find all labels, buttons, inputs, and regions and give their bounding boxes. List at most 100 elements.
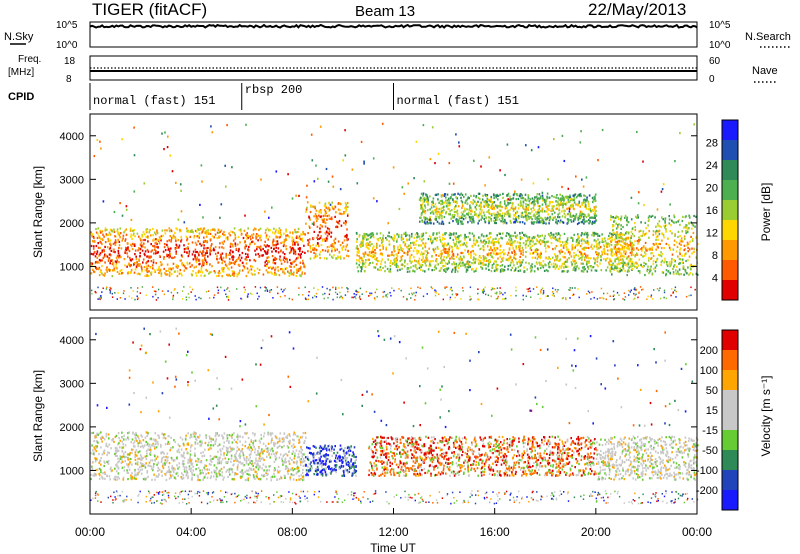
scatter-cell	[443, 255, 445, 259]
scatter-cell	[652, 259, 655, 262]
ground-noise-cell	[402, 296, 405, 298]
scatter-cell	[654, 231, 657, 234]
scatter-cell	[267, 260, 270, 263]
scatter-cell	[101, 272, 103, 275]
scatter-cell	[508, 215, 510, 218]
scatter-cell	[359, 266, 362, 269]
scatter-cell	[440, 222, 443, 225]
scatter-cell	[312, 205, 314, 208]
scatter-cell	[108, 257, 111, 260]
scatter-cell	[621, 237, 624, 241]
scatter-cell	[440, 255, 443, 258]
scatter-cell	[493, 212, 495, 215]
scatter-cell	[426, 250, 428, 253]
ground-noise-cell	[109, 290, 112, 292]
scatter-cell	[548, 204, 551, 207]
scatter-cell	[424, 198, 426, 201]
scatter-cell	[666, 264, 669, 267]
scatter-cell	[424, 270, 426, 273]
scatter-cell	[507, 209, 509, 212]
ground-noise-cell	[182, 298, 184, 300]
scatter-cell	[124, 264, 126, 267]
scatter-cell	[661, 232, 664, 235]
ground-noise-cell	[542, 293, 544, 295]
scatter-cell	[533, 221, 536, 224]
scatter-cell	[591, 222, 593, 225]
scatter-cell	[484, 256, 486, 259]
scatter-cell	[175, 227, 177, 230]
scatter-cell	[610, 232, 613, 236]
scatter-cell	[288, 265, 291, 268]
scatter-cell	[231, 243, 234, 246]
scatter-cell	[691, 273, 694, 276]
scatter-cell	[326, 239, 328, 242]
scatter-cell	[674, 234, 676, 237]
scatter-cell	[101, 265, 103, 268]
scatter-cell	[420, 204, 423, 207]
scatter-cell	[326, 230, 328, 233]
scatter-cell	[536, 216, 538, 220]
ground-noise-cell	[601, 296, 603, 299]
scatter-cell	[501, 212, 504, 215]
scatter-cell	[385, 246, 387, 249]
scatter-cell	[316, 242, 319, 245]
scatter-cell	[682, 261, 684, 265]
scatter-cell	[556, 204, 558, 207]
scatter-cell	[314, 248, 317, 251]
scatter-cell	[455, 210, 457, 213]
scatter-cell	[483, 214, 486, 217]
ground-noise-cell	[154, 293, 157, 296]
scatter-cell	[496, 247, 499, 250]
scatter-cell	[599, 245, 602, 249]
scatter-cell	[681, 230, 684, 233]
scatter-cell	[541, 210, 544, 213]
scatter-cell	[368, 233, 371, 236]
ground-noise-cell	[244, 288, 247, 291]
scatter-cell	[345, 233, 348, 237]
scatter-cell	[403, 232, 405, 235]
scatter-cell	[110, 244, 112, 247]
ground-noise-cell	[365, 290, 367, 293]
ground-noise-cell	[347, 290, 349, 293]
ground-noise-cell	[588, 291, 591, 294]
scatter-cell	[668, 246, 671, 249]
scatter-cell	[583, 222, 585, 225]
ground-noise-cell	[642, 288, 644, 291]
scatter-cell	[490, 247, 492, 250]
scatter-cell	[481, 198, 484, 201]
scatter-cell	[608, 243, 610, 246]
scatter-cell	[452, 254, 455, 257]
scatter-cell	[586, 254, 589, 257]
scatter-cell	[581, 238, 583, 241]
scatter-cell	[404, 231, 407, 234]
scatter-cell	[107, 233, 109, 237]
scatter-cell	[396, 259, 398, 262]
ground-noise-cell	[98, 297, 100, 300]
scatter-cell	[469, 218, 471, 221]
scatter-cell	[229, 251, 231, 254]
scatter-cell	[581, 266, 584, 269]
scatter-cell	[143, 242, 145, 245]
scatter-cell	[436, 210, 438, 213]
scatter-cell	[369, 240, 371, 244]
scatter-cell	[621, 254, 623, 257]
scatter-cell	[605, 259, 607, 262]
scatter-cell	[456, 222, 459, 225]
scatter-cell	[470, 256, 472, 259]
scatter-cell	[268, 266, 270, 269]
ground-noise-cell	[590, 298, 592, 300]
scatter-cell	[687, 250, 689, 253]
scatter-cell	[421, 206, 424, 209]
scatter-cell	[417, 250, 420, 253]
scatter-cell	[522, 207, 525, 210]
scatter-cell	[491, 241, 494, 245]
ground-noise-cell	[354, 295, 356, 298]
ground-noise-cell	[111, 292, 113, 295]
scatter-cell	[425, 231, 427, 234]
scatter-cell	[656, 230, 659, 233]
scatter-cell	[148, 229, 151, 232]
scatter-cell	[293, 249, 296, 252]
scatter-cell	[523, 266, 525, 269]
scatter-cell	[284, 272, 286, 275]
scatter-cell	[294, 258, 297, 261]
